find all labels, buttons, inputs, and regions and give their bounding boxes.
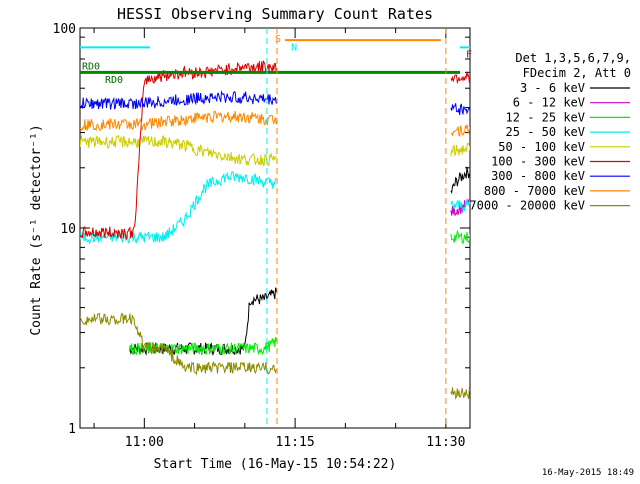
x-tick-label: 11:15 (276, 435, 315, 450)
y-axis-label: Count Rate (s⁻¹ detector⁻¹) (29, 124, 44, 335)
legend-label: 12 - 25 keV (506, 110, 585, 124)
legend-label: 3 - 6 keV (520, 81, 585, 95)
legend-label: 7000 - 20000 keV (469, 199, 585, 213)
plot-area: 1 10 100 11:00 11:15 11:30 RD0 RD0 SN F (53, 22, 472, 450)
legend-label: 300 - 800 keV (491, 169, 585, 183)
y-tick-label: 1 (68, 422, 76, 437)
annotation-label: RD0 (105, 75, 123, 86)
series-50-100-kev (80, 134, 277, 167)
series-300-800-kev (80, 90, 277, 110)
annotation-label: N (291, 43, 297, 54)
legend-label: 800 - 7000 keV (484, 184, 585, 198)
legend-header-2: FDecim 2, Att 0 (523, 66, 631, 80)
series-25-50-kev (80, 170, 277, 245)
annotation-label: F (466, 50, 472, 61)
legend-label: 50 - 100 keV (498, 140, 585, 154)
chart-title: HESSI Observing Summary Count Rates (117, 5, 433, 23)
series-7000-20000-kev (450, 386, 470, 401)
plot-frame (79, 27, 471, 429)
annotation-label: RD0 (82, 62, 100, 73)
legend-label: 100 - 300 keV (491, 155, 585, 169)
legend-label: 6 - 12 keV (513, 96, 585, 110)
series-100-300-kev (80, 59, 277, 240)
legend-label: 25 - 50 keV (506, 125, 585, 139)
data-layer (80, 28, 470, 428)
footer-timestamp: 16-May-2015 18:49 (542, 468, 634, 478)
y-tick-label: 100 (53, 22, 76, 37)
y-tick-label: 10 (60, 222, 76, 237)
series-12-25-kev (450, 229, 470, 245)
x-tick-label: 11:30 (426, 435, 465, 450)
x-axis-label: Start Time (16-May-15 10:54:22) (154, 457, 397, 472)
legend-header-1: Det 1,3,5,6,7,9, (515, 51, 631, 65)
x-tick-label: 11:00 (125, 435, 164, 450)
series-800-7000-kev (80, 110, 277, 132)
series-7000-20000-kev (80, 312, 277, 376)
annotation-label: S (275, 34, 281, 45)
